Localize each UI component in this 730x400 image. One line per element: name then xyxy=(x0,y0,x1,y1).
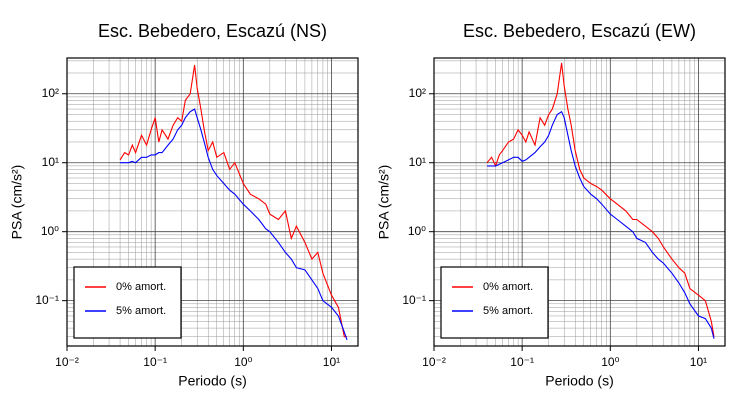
y-tick-label: 10² xyxy=(42,86,59,100)
x-tick-label: 10¹ xyxy=(690,355,707,369)
chart-title: Esc. Bebedero, Escazú (EW) xyxy=(463,21,696,41)
x-tick-label: 10⁰ xyxy=(601,355,619,369)
legend-label: 0% amort. xyxy=(483,281,533,293)
series-line xyxy=(486,62,715,337)
y-tick-label: 10⁰ xyxy=(408,224,426,238)
legend-label: 5% amort. xyxy=(483,305,533,317)
series-line xyxy=(487,110,715,339)
x-tick-label: 10¹ xyxy=(323,355,340,369)
y-tick-label: 10⁰ xyxy=(41,224,59,238)
x-tick-label: 10⁻¹ xyxy=(143,355,167,369)
chart-title: Esc. Bebedero, Escazú (NS) xyxy=(98,21,327,41)
legend-box xyxy=(440,266,549,339)
legend-label: 5% amort. xyxy=(116,305,166,317)
y-tick-label: 10⁻¹ xyxy=(35,293,59,307)
y-tick-label: 10⁻¹ xyxy=(402,293,426,307)
plot-frame xyxy=(433,57,726,347)
y-tick-label: 10² xyxy=(409,86,426,100)
x-axis-label: Periodo (s) xyxy=(178,373,246,389)
x-tick-label: 10⁻² xyxy=(55,355,79,369)
legend-label: 0% amort. xyxy=(116,281,166,293)
series-line xyxy=(119,65,347,338)
y-axis-label: PSA (cm/s²) xyxy=(9,165,25,240)
y-axis-label: PSA (cm/s²) xyxy=(376,165,392,240)
legend-box xyxy=(73,266,182,339)
x-axis-label: Periodo (s) xyxy=(545,373,613,389)
series-line xyxy=(120,108,348,341)
plot-frame xyxy=(66,57,359,347)
y-tick-label: 10¹ xyxy=(409,155,426,169)
x-tick-label: 10⁻¹ xyxy=(510,355,534,369)
y-tick-label: 10¹ xyxy=(42,155,59,169)
x-tick-label: 10⁻² xyxy=(422,355,446,369)
x-tick-label: 10⁰ xyxy=(234,355,252,369)
